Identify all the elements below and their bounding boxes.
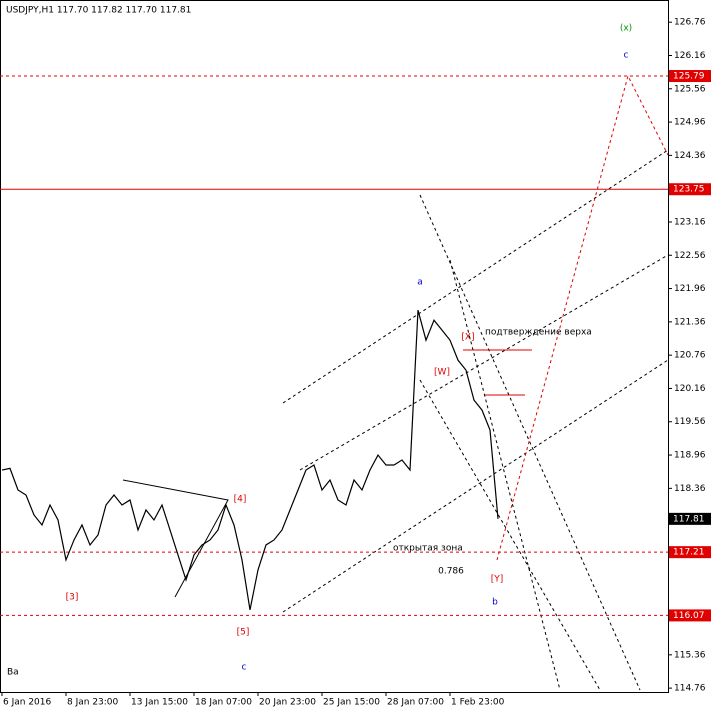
y-tick-label: 122.56: [674, 251, 706, 261]
price-line: [1, 310, 499, 610]
trend-lines: [282, 149, 669, 691]
y-tick-label: 120.16: [674, 384, 706, 394]
x-tick-label: 28 Jan 07:00: [387, 698, 444, 708]
annotation: [W]: [434, 368, 450, 378]
y-tick-label: 118.96: [674, 451, 706, 461]
x-tick-label: 6 Jan 2016: [3, 698, 51, 708]
plot-frame: [0, 0, 669, 693]
x-tick-label: 8 Jan 23:00: [67, 698, 119, 708]
annotation: b: [492, 598, 498, 608]
annotation: [4]: [234, 495, 247, 505]
projection: [496, 74, 669, 561]
level-badge: [669, 609, 711, 622]
level-label: 117.81: [673, 514, 705, 524]
annotation: [5]: [237, 628, 250, 638]
level-badge: [669, 512, 711, 525]
level-label: 125.79: [673, 72, 705, 82]
y-tick-label: 114.76: [674, 684, 706, 694]
y-tick-label: 125.56: [674, 84, 706, 94]
annotation: a: [417, 278, 423, 288]
level-label: 123.75: [673, 185, 705, 195]
annotation: (x): [620, 24, 632, 34]
annotation: [Y]: [491, 575, 504, 585]
y-tick-label: 124.36: [674, 151, 706, 161]
y-tick-label: 121.36: [674, 317, 706, 327]
y-tick-label: 126.16: [674, 51, 706, 61]
y-tick-label: 126.76: [674, 18, 706, 28]
annotation: Ba: [7, 668, 19, 678]
y-tick-label: 123.16: [674, 217, 706, 227]
annotation: c: [242, 663, 247, 673]
x-tick-label: 25 Jan 15:00: [323, 698, 380, 708]
y-tick-label: 118.36: [674, 484, 706, 494]
level-badge: [669, 546, 711, 559]
x-tick-label: 1 Feb 23:00: [451, 698, 505, 708]
wave-marks: [463, 349, 532, 396]
level-label: 116.07: [673, 611, 705, 621]
y-tick-label: 119.56: [674, 417, 706, 427]
y-tick-label: 124.96: [674, 118, 706, 128]
annotation: [3]: [66, 593, 79, 603]
chart-title: USDJPY,H1 117.70 117.82 117.70 117.81: [6, 6, 191, 16]
level-badge: [669, 70, 711, 83]
annotation: 0.786: [438, 567, 464, 577]
triangle: [122, 479, 229, 598]
x-tick-label: 20 Jan 23:00: [259, 698, 316, 708]
annotation: [X]: [461, 333, 474, 343]
y-tick-label: 120.76: [674, 351, 706, 361]
y-tick-label: 115.36: [674, 650, 706, 660]
y-tick-label: 121.96: [674, 284, 706, 294]
annotation: подтверждение верха: [485, 328, 592, 338]
x-tick-label: 18 Jan 07:00: [195, 698, 252, 708]
level-badge: [669, 183, 711, 196]
annotation: c: [624, 51, 629, 61]
level-label: 117.21: [673, 548, 705, 558]
annotation: открытая зона: [393, 544, 463, 554]
x-tick-label: 13 Jan 15:00: [131, 698, 188, 708]
